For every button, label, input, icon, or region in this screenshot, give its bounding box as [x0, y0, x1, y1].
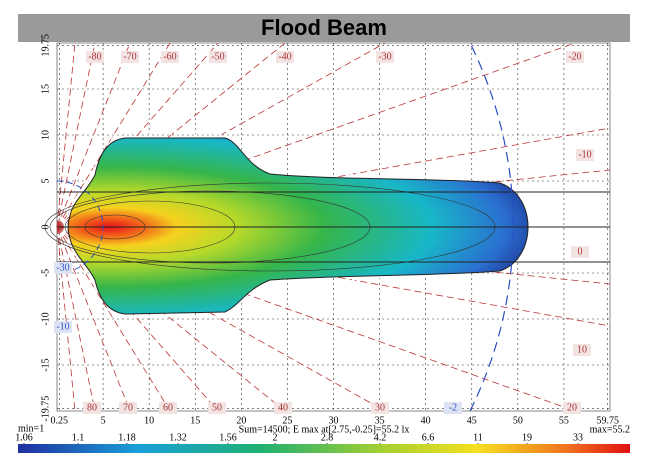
angle-label: 30 — [375, 402, 385, 413]
y-tick-label: -10 — [40, 312, 51, 325]
angle-label: 50 — [212, 402, 222, 413]
colorbar-label: 2.8 — [321, 432, 334, 443]
angle-label: 20 — [567, 402, 577, 413]
colorbar-label: 4.2 — [374, 432, 387, 443]
colorbar-label: 1.1 — [72, 432, 85, 443]
annotation-bg — [566, 51, 584, 63]
annotation-bg — [371, 402, 389, 414]
angle-label: 60 — [163, 402, 173, 413]
y-tick-label: 5 — [40, 179, 51, 184]
y-tick-label: 0 — [40, 225, 51, 230]
annotation-bg — [83, 402, 101, 414]
colorbar-label: 1.32 — [169, 432, 187, 443]
angle-label: -40 — [278, 51, 291, 62]
x-tick-label: 0.25 — [51, 415, 69, 426]
y-tick-label: 10 — [40, 130, 51, 140]
x-tick-label: 15 — [190, 415, 200, 426]
annotation-bg — [376, 51, 394, 63]
angle-label: -70 — [123, 51, 136, 62]
max-label: max=55.2 — [590, 424, 630, 435]
colorbar-label: 1.06 — [15, 432, 33, 443]
angle-label: -30 — [56, 262, 69, 273]
annotation-bg — [54, 321, 72, 333]
y-tick-label: 19.75 — [40, 34, 51, 57]
beam-pattern — [67, 137, 529, 315]
colorbar-label: 33 — [573, 432, 583, 443]
angle-label: -2 — [449, 402, 457, 413]
angle-ray — [56, 226, 96, 412]
annotation-bg — [209, 51, 227, 63]
angle-ray — [56, 42, 219, 228]
x-tick-label: 5 — [101, 415, 106, 426]
angle-label: 0 — [578, 246, 583, 257]
annotation-bg — [573, 344, 591, 356]
x-tick-label: 50 — [513, 415, 523, 426]
min-label: min=1 — [18, 423, 44, 434]
angle-label: -20 — [568, 51, 581, 62]
angle-label: -30 — [378, 51, 391, 62]
colorbar-label: 6.6 — [422, 432, 435, 443]
angle-label: 70 — [123, 402, 133, 413]
colorbar — [18, 444, 630, 453]
x-tick-label: 10 — [144, 415, 154, 426]
reference-lines — [57, 191, 610, 263]
angle-ray — [56, 226, 76, 412]
angle-label: 40 — [278, 402, 288, 413]
colorbar-label: 1.56 — [219, 432, 237, 443]
angle-ray — [56, 42, 76, 228]
annotation-bg — [576, 149, 594, 161]
x-tick-label: 59.75 — [596, 415, 619, 426]
angle-label: 10 — [577, 344, 587, 355]
angle-label: -10 — [56, 321, 69, 332]
chart-title: Flood Beam — [261, 15, 387, 40]
y-tick-label: -5 — [40, 269, 51, 277]
title-bar — [18, 14, 630, 42]
colorbar-label: 11 — [473, 432, 483, 443]
annotation-bg — [208, 402, 226, 414]
x-tick-label: 25 — [282, 415, 292, 426]
angle-label: -10 — [578, 149, 591, 160]
angle-ray — [56, 226, 386, 412]
angle-label: 80 — [87, 402, 97, 413]
x-tick-label: 30 — [329, 415, 339, 426]
annotation-bg — [161, 51, 179, 63]
annotation-bg — [159, 402, 177, 414]
colorbar-label: 1.18 — [118, 432, 136, 443]
angle-label: -60 — [163, 51, 176, 62]
colorbar-label: 2 — [273, 432, 278, 443]
annotation-bg — [274, 402, 292, 414]
x-tick-label: 35 — [375, 415, 385, 426]
annotation-bg — [54, 262, 72, 274]
x-tick-label: 55 — [559, 415, 569, 426]
annotation-bg — [571, 246, 589, 258]
y-tick-label: 15 — [40, 84, 51, 94]
annotation-bg — [86, 51, 104, 63]
y-tick-label: -15 — [40, 358, 51, 371]
annotation-bg — [563, 402, 581, 414]
angle-ray — [56, 42, 96, 228]
y-tick-label: -19.75 — [40, 396, 51, 422]
annotation-bg — [119, 402, 137, 414]
angle-label: -80 — [88, 51, 101, 62]
angle-ray — [56, 226, 219, 412]
x-tick-label: 45 — [467, 415, 477, 426]
x-tick-label: 40 — [421, 415, 431, 426]
annotation-bg — [276, 51, 294, 63]
annotation-bg — [121, 51, 139, 63]
colorbar-label: 19 — [522, 432, 532, 443]
annotation-bg — [444, 402, 462, 414]
x-tick-label: 20 — [236, 415, 246, 426]
summary: Sum=14500; E max at[2.75,-0.25]=55.2 lx — [239, 424, 410, 435]
angle-arc — [469, 42, 514, 412]
angle-arc — [56, 180, 104, 274]
angle-label: -50 — [211, 51, 224, 62]
